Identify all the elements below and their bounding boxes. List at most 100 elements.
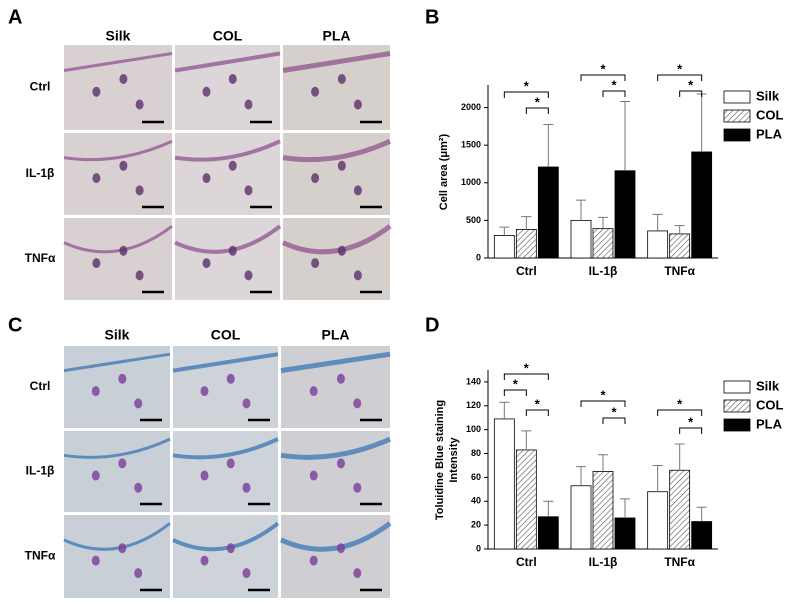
micrograph (283, 218, 390, 300)
y-axis-label: Intensity (448, 437, 460, 483)
x-tick-label: Ctrl (516, 264, 537, 278)
cell (242, 568, 251, 579)
fiber (279, 521, 392, 552)
cell (228, 74, 237, 84)
cell (134, 482, 143, 493)
y-tick-label: 1500 (461, 140, 481, 150)
y-tick-label: 140 (466, 376, 481, 386)
cell (226, 373, 235, 384)
significance-star: * (535, 94, 541, 109)
significance-bracket (657, 74, 703, 81)
bar (493, 418, 515, 550)
error-bar (620, 101, 630, 171)
legend-swatch (723, 128, 751, 142)
cell (91, 555, 100, 566)
significance-bracket (679, 427, 703, 434)
row-label: IL-1β (26, 166, 55, 180)
error-bar (499, 226, 510, 236)
fiber (63, 225, 173, 254)
cell (336, 373, 345, 384)
significance-bracket (602, 90, 626, 97)
fiber (174, 224, 282, 254)
micrograph (64, 431, 170, 512)
significance-star: * (600, 387, 606, 402)
cell (118, 458, 127, 469)
fiber (174, 139, 281, 162)
cell (353, 568, 362, 579)
cell (353, 482, 362, 493)
bar (515, 229, 537, 259)
cell (134, 568, 143, 579)
cell (202, 258, 211, 269)
significance-star: * (611, 77, 617, 92)
error-bar (576, 466, 586, 486)
cell (311, 173, 320, 184)
error-bar (652, 464, 663, 492)
significance-star: * (611, 404, 617, 419)
error-bar (543, 500, 554, 517)
legend-label: COL (756, 107, 784, 122)
y-tick-label: 0 (476, 252, 481, 262)
significance-star: * (524, 78, 530, 93)
row-label: IL-1β (26, 464, 55, 478)
significance-bracket (525, 409, 549, 416)
fiber (63, 139, 173, 162)
fiber (63, 52, 173, 72)
cell (92, 258, 101, 269)
micrograph (64, 515, 170, 598)
cell (91, 386, 100, 397)
significance-star: * (677, 396, 683, 411)
legend-swatch (723, 399, 751, 413)
significance-bracket (503, 389, 527, 396)
legend-label: PLA (756, 416, 783, 431)
bar (647, 491, 669, 550)
cell (311, 86, 320, 97)
micrograph (64, 45, 172, 130)
significance-bracket (503, 91, 549, 98)
cell (119, 74, 128, 84)
row-label: Ctrl (30, 379, 51, 393)
column-header: PLA (323, 28, 351, 44)
micrograph (283, 45, 390, 130)
row-label: TNFα (25, 251, 56, 265)
cell (200, 386, 209, 397)
x-tick-label: TNFα (664, 264, 695, 278)
error-bar (521, 430, 532, 450)
micrograph (281, 346, 390, 428)
error-bar (598, 216, 608, 229)
legend-label: PLA (756, 126, 783, 141)
cell (353, 99, 362, 110)
cell (244, 185, 253, 196)
bar (669, 469, 691, 550)
error-bar (696, 506, 707, 522)
y-axis-label: Cell area (μm²) (438, 133, 450, 210)
y-tick-label: 120 (466, 400, 481, 410)
column-header: COL (211, 327, 241, 343)
y-tick-label: 500 (466, 215, 481, 225)
legend-label: COL (756, 397, 784, 412)
column-header: PLA (322, 327, 350, 343)
panel-letter: D (425, 314, 439, 336)
x-tick-label: IL-1β (589, 264, 618, 278)
fiber (174, 51, 281, 73)
cell (135, 270, 144, 281)
micrograph (175, 45, 280, 130)
significance-star: * (513, 376, 519, 391)
significance-star: * (600, 61, 606, 76)
significance-star: * (535, 396, 541, 411)
y-tick-label: 0 (476, 543, 481, 553)
bar (515, 449, 537, 550)
fiber (282, 138, 392, 163)
fiber (281, 224, 392, 255)
significance-bracket (679, 90, 703, 97)
error-bar (598, 454, 608, 472)
legend-swatch (723, 109, 751, 123)
cell (228, 245, 237, 256)
micrograph (281, 515, 390, 598)
cell (200, 470, 209, 481)
fiber (63, 437, 171, 459)
fiber (63, 522, 171, 551)
bar (570, 485, 592, 550)
significance-bracket (580, 400, 626, 407)
